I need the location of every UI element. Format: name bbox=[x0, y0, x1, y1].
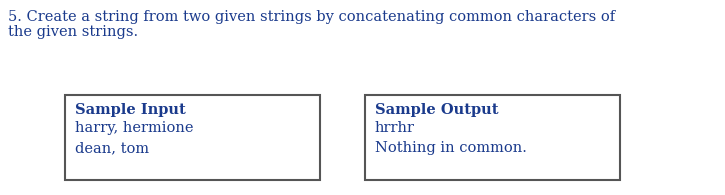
Text: Sample Output: Sample Output bbox=[375, 103, 499, 117]
Bar bbox=[65, 95, 320, 180]
Text: Sample Input: Sample Input bbox=[75, 103, 186, 117]
Text: the given strings.: the given strings. bbox=[8, 25, 138, 39]
Text: hrrhr: hrrhr bbox=[375, 121, 415, 135]
Text: 5. Create a string from two given strings by concatenating common characters of: 5. Create a string from two given string… bbox=[8, 10, 615, 24]
Bar bbox=[365, 95, 620, 180]
Text: Nothing in common.: Nothing in common. bbox=[375, 141, 527, 155]
Text: dean, tom: dean, tom bbox=[75, 141, 149, 155]
Text: harry, hermione: harry, hermione bbox=[75, 121, 194, 135]
